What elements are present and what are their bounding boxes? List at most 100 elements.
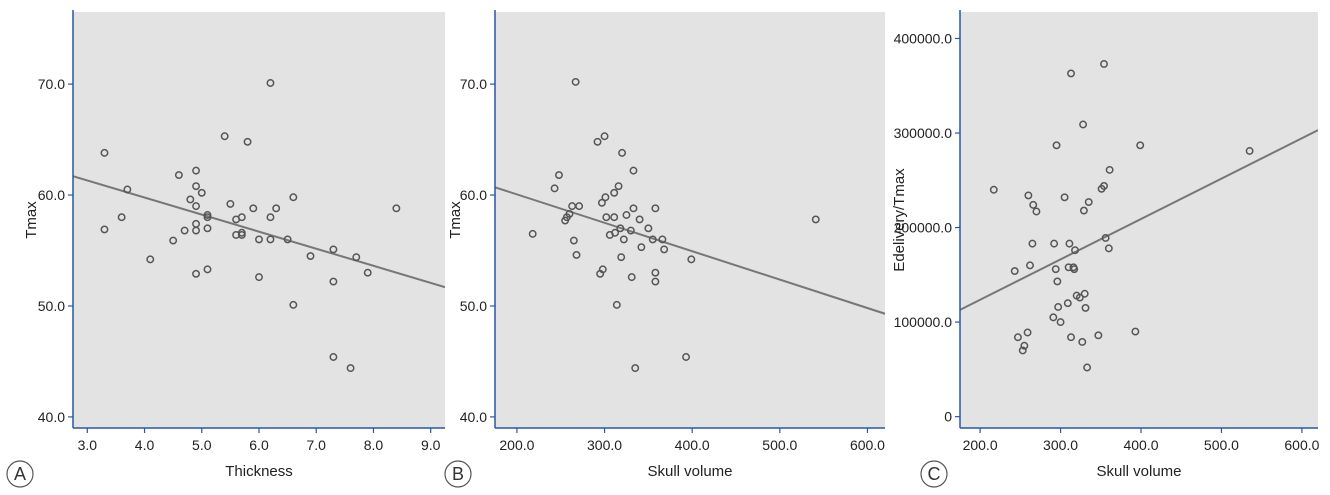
data-point [272,204,281,213]
data-point [989,185,998,194]
data-point [626,226,635,235]
data-point [565,209,574,218]
data-point [266,213,275,222]
data-point [682,353,691,361]
y-tick-label: 60.0 [460,187,487,203]
data-point [1020,341,1029,350]
panel-letter-circle [444,460,472,488]
data-point [243,137,252,146]
data-point [1065,239,1074,248]
data-point [1083,363,1092,372]
data-point [614,182,623,191]
data-point [1018,346,1027,355]
data-point [329,277,338,286]
data-point [249,204,258,213]
data-point [1013,333,1022,342]
data-point [192,182,200,191]
x-axis-title: Skull volume [647,463,732,480]
fit-line [73,175,445,289]
data-point [1084,198,1093,206]
y-tick-label: 70.0 [38,76,65,92]
data-point [629,166,638,175]
data-point [1067,333,1075,342]
data-point [811,215,820,224]
data-point [1054,303,1063,311]
data-point [1079,120,1088,129]
data-point [1032,207,1041,216]
data-point [610,188,619,197]
x-tick-label: 300.0 [587,437,622,453]
panel-letter-circle [920,460,948,488]
data-point [651,204,660,213]
data-point [619,235,628,244]
data-point [1053,277,1062,286]
data-point [1100,182,1108,190]
scatter-panel-c: 200.0 300.0 400.0 500.0 600.0 0 100000.0 200000… [891,10,1320,488]
data-point [363,268,372,277]
panel-letter: C [928,464,941,484]
data-point [1051,265,1060,274]
data-point [1010,267,1019,276]
data-point [100,148,109,157]
data-point [593,137,602,146]
x-tick-label: 400.0 [675,437,710,453]
data-point [203,213,212,222]
data-point [1136,141,1145,150]
y-tick-label: 50.0 [38,298,65,314]
data-point [283,235,292,244]
data-point [1049,313,1058,322]
data-point [192,202,200,211]
data-point [1079,206,1088,215]
data-point [255,235,263,244]
data-point [1023,328,1032,337]
x-tick-label: 300.0 [1043,437,1078,453]
y-tick-label: 70.0 [460,76,487,92]
x-tick-label: 9.0 [421,437,441,453]
data-point [622,211,631,219]
data-point [1131,327,1140,336]
data-point [1056,318,1065,327]
data-point [602,213,611,222]
y-tick-label: 40.0 [460,409,487,425]
data-point [687,255,696,264]
data-point [1245,147,1254,155]
data-point [1075,293,1084,302]
panel-letter-circle [6,460,34,488]
data-point [627,273,636,282]
data-point [180,226,189,235]
data-point [616,224,625,233]
data-point [352,253,361,262]
data-point [203,265,212,274]
y-tick-label: 50.0 [460,298,487,314]
data-point [266,79,275,87]
x-tick-label: 400.0 [1123,437,1158,453]
data-point [117,213,126,222]
data-point [197,188,206,197]
data-point [1080,289,1089,298]
data-point [192,226,200,235]
x-tick-label: 5.0 [192,437,212,453]
scatter-panel-a: 3.0 4.0 5.0 6.0 7.0 8.0 9.0 40.0 50.0 60.0 70.0 Thi… [6,10,445,488]
data-point [237,231,246,239]
x-tick-label: 3.0 [78,437,98,453]
x-tick-label: 500.0 [1204,437,1239,453]
data-point [651,268,660,277]
data-point [1105,165,1114,174]
data-point [100,225,109,234]
data-point [1094,331,1103,340]
data-point [637,243,646,252]
data-point [1101,234,1110,242]
x-axis-title: Skull volume [1096,463,1181,480]
data-point [1026,261,1034,270]
data-point [226,199,235,208]
data-point [1060,193,1069,202]
data-point [1050,239,1059,248]
x-axis-title: Thickness [225,463,293,480]
x-tick-label: 600.0 [1284,437,1319,453]
y-axis-title: Tmax [23,201,40,239]
y-axis-title: Tmax [447,201,464,239]
y-tick-label: 0 [944,409,952,425]
data-point [660,245,669,254]
plot-area [73,12,445,428]
